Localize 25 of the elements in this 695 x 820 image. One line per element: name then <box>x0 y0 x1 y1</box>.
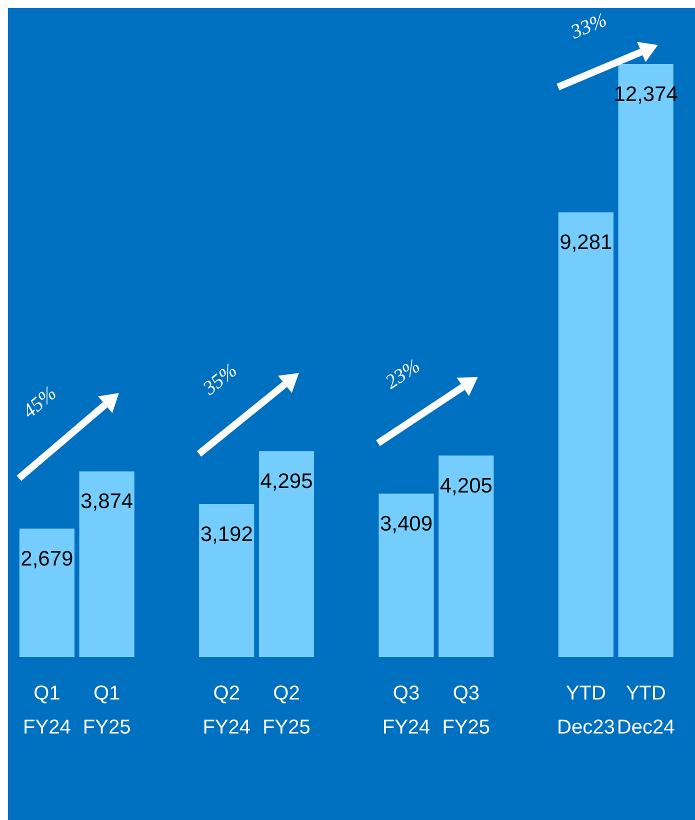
data-label: 3,874 <box>80 490 134 514</box>
bar <box>438 455 494 657</box>
x-tick-label: Q1 FY24 <box>23 682 71 739</box>
x-tick-label: YTD Dec24 <box>616 682 675 739</box>
x-tick-label: Q3 FY24 <box>382 682 430 739</box>
data-label: 12,374 <box>614 82 678 106</box>
bar <box>19 528 74 657</box>
x-tick-label: YTD Dec23 <box>557 682 615 739</box>
annotation: 35% <box>198 359 242 400</box>
x-tick-label: Q1 FY25 <box>82 682 131 739</box>
x-tick-label: Q2 FY24 <box>202 682 251 739</box>
data-label: 9,281 <box>560 231 612 254</box>
x-tick-label: Q3 FY25 <box>442 682 490 739</box>
bar <box>558 212 614 657</box>
bar <box>199 504 254 657</box>
bar <box>378 494 434 657</box>
x-tick-label: Q2 FY25 <box>262 682 310 739</box>
data-label: 2,679 <box>20 547 74 570</box>
data-label: 4,295 <box>260 470 313 493</box>
data-label: 4,205 <box>440 474 492 498</box>
annotation: 23% <box>381 354 424 394</box>
data-label: 3,192 <box>200 522 253 546</box>
data-label: 3,409 <box>380 512 433 536</box>
annotation: 45% <box>18 382 61 423</box>
text: 33% <box>566 9 610 44</box>
